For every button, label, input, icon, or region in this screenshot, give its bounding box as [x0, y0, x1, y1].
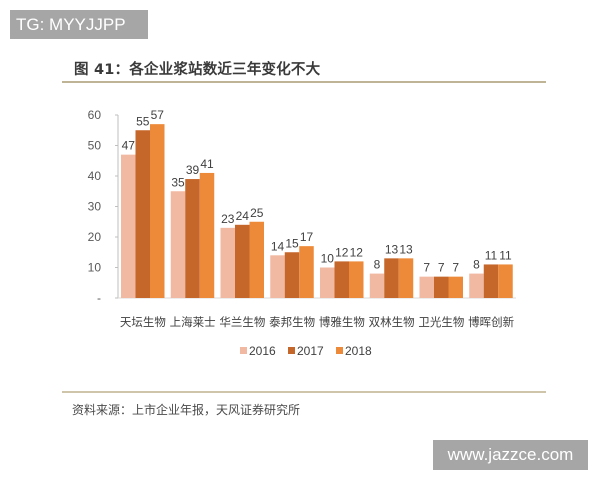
- category-label: 泰邦生物: [269, 315, 315, 329]
- data-label: 15: [285, 236, 299, 250]
- y-tick-label: 20: [88, 230, 102, 244]
- bar-2016: [121, 154, 136, 298]
- data-label: 57: [151, 108, 165, 122]
- data-label: 17: [300, 230, 314, 244]
- data-label: 14: [271, 239, 285, 253]
- data-label: 11: [485, 248, 498, 262]
- watermark-tag-top: TG: MYYJJPP: [10, 10, 148, 39]
- bar-2018: [299, 246, 314, 298]
- bar-2016: [419, 276, 434, 298]
- bar-2018: [498, 264, 513, 298]
- category-label: 华兰生物: [219, 315, 265, 329]
- legend: 2016 2017 2018: [240, 344, 372, 358]
- data-label: 47: [122, 139, 136, 153]
- data-label: 23: [221, 212, 235, 226]
- category-label: 天坛生物: [120, 315, 166, 329]
- legend-label: 2017: [297, 344, 324, 358]
- bar-series: [121, 124, 513, 299]
- category-label: 博晖创新: [468, 315, 514, 329]
- source-note: 资料来源：上市企业年报，天风证券研究所: [72, 403, 301, 417]
- bar-2017: [434, 276, 449, 298]
- title-divider: [62, 81, 546, 83]
- bar-2017: [334, 261, 349, 298]
- data-label: 12: [335, 245, 349, 259]
- bar-2018: [398, 258, 414, 298]
- bar-2017: [185, 179, 200, 298]
- data-label: 11: [499, 248, 512, 262]
- x-axis-categories: 天坛生物 上海莱士 华兰生物 泰邦生物 博雅生物 双林生物 卫光生物 博晖创新: [120, 315, 515, 329]
- bar-2016: [170, 191, 186, 298]
- legend-label: 2016: [249, 344, 276, 358]
- bar-2017: [235, 224, 250, 298]
- bar-2016: [320, 267, 335, 298]
- bar-2016: [220, 227, 235, 298]
- data-label: 7: [423, 261, 430, 275]
- data-label: 55: [136, 114, 150, 128]
- category-label: 上海莱士: [170, 315, 216, 329]
- data-label: 8: [374, 258, 381, 272]
- figure-title: 图 41：各企业浆站数近三年变化不大: [74, 62, 321, 78]
- legend-swatch-2017: [288, 347, 295, 354]
- data-label: 13: [385, 242, 399, 256]
- y-tick-label: 10: [88, 261, 102, 275]
- bar-2016: [369, 273, 385, 298]
- data-label: 35: [171, 175, 185, 189]
- y-tick-label: 40: [88, 169, 102, 183]
- source-divider: [62, 391, 546, 393]
- y-tick-label: -: [97, 291, 101, 305]
- y-tick-label: 30: [88, 200, 102, 214]
- y-tick-label: 50: [88, 139, 102, 153]
- bar-2016: [469, 273, 484, 298]
- bar-2017: [135, 130, 150, 298]
- data-label: 24: [236, 209, 250, 223]
- category-label: 博雅生物: [319, 315, 365, 329]
- data-label: 10: [321, 252, 335, 266]
- data-label: 13: [399, 242, 413, 256]
- category-label: 卫光生物: [418, 315, 464, 329]
- bar-2018: [448, 276, 463, 298]
- bar-2018: [199, 172, 215, 298]
- bar-2017: [284, 252, 300, 298]
- legend-swatch-2016: [240, 347, 247, 354]
- data-label: 12: [350, 245, 364, 259]
- category-label: 双林生物: [369, 315, 415, 329]
- bar-2016: [270, 255, 285, 298]
- data-label: 41: [200, 157, 214, 171]
- y-tick-label: 60: [88, 108, 102, 122]
- data-label: 7: [438, 261, 445, 275]
- watermark-site: www.jazzce.com: [433, 440, 588, 470]
- bar-2018: [249, 221, 264, 298]
- bar-2017: [384, 258, 399, 298]
- bar-2017: [483, 264, 499, 298]
- legend-swatch-2018: [336, 347, 343, 354]
- data-label: 7: [452, 261, 459, 275]
- legend-label: 2018: [345, 344, 372, 358]
- data-label: 39: [186, 163, 200, 177]
- data-label: 8: [473, 258, 480, 272]
- bar-2018: [349, 261, 364, 298]
- bar-2018: [150, 124, 165, 299]
- data-label: 25: [250, 206, 264, 220]
